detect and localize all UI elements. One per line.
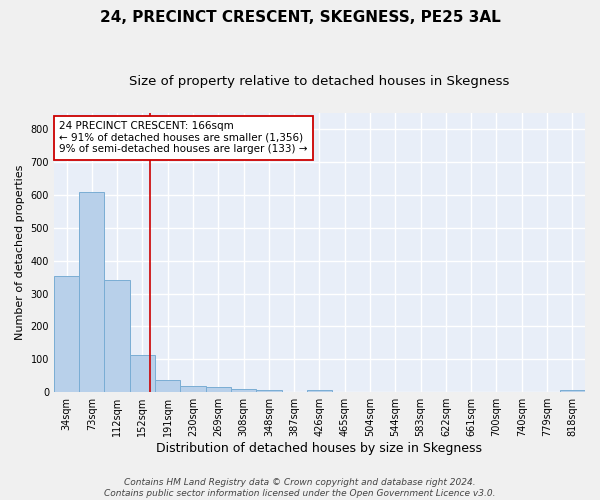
- Bar: [155, 380, 181, 392]
- Bar: [206, 388, 231, 392]
- Text: 24 PRECINCT CRESCENT: 166sqm
← 91% of detached houses are smaller (1,356)
9% of : 24 PRECINCT CRESCENT: 166sqm ← 91% of de…: [59, 121, 308, 154]
- Text: Contains HM Land Registry data © Crown copyright and database right 2024.
Contai: Contains HM Land Registry data © Crown c…: [104, 478, 496, 498]
- Bar: [307, 390, 332, 392]
- Bar: [231, 389, 256, 392]
- Bar: [181, 386, 206, 392]
- Y-axis label: Number of detached properties: Number of detached properties: [15, 165, 25, 340]
- X-axis label: Distribution of detached houses by size in Skegness: Distribution of detached houses by size …: [157, 442, 482, 455]
- Bar: [54, 276, 79, 392]
- Bar: [130, 355, 155, 392]
- Bar: [104, 280, 130, 392]
- Bar: [560, 390, 585, 392]
- Text: 24, PRECINCT CRESCENT, SKEGNESS, PE25 3AL: 24, PRECINCT CRESCENT, SKEGNESS, PE25 3A…: [100, 10, 500, 25]
- Title: Size of property relative to detached houses in Skegness: Size of property relative to detached ho…: [129, 75, 509, 88]
- Bar: [256, 390, 281, 392]
- Bar: [79, 192, 104, 392]
